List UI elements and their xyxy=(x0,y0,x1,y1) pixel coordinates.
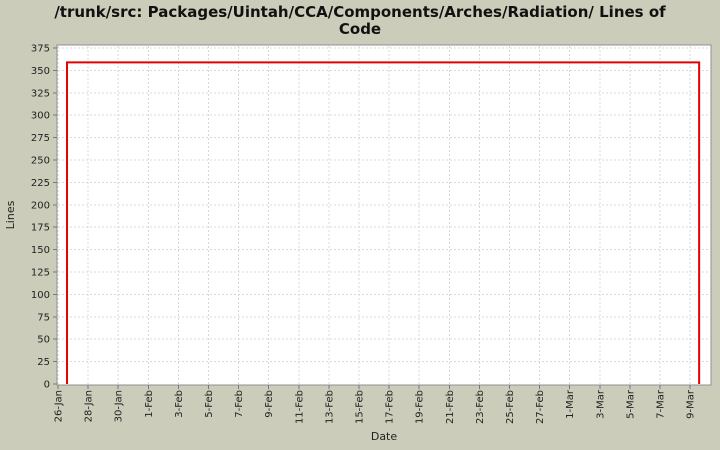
x-tick-label: 28-Jan xyxy=(84,390,95,422)
y-tick-label: 200 xyxy=(31,200,50,211)
y-tick-label: 375 xyxy=(31,44,50,55)
x-tick-label: 13-Feb xyxy=(324,390,335,424)
y-tick-label: 100 xyxy=(31,290,50,301)
y-tick-label: 25 xyxy=(37,357,50,368)
y-tick-label: 275 xyxy=(31,133,50,144)
y-tick-label: 50 xyxy=(37,335,50,346)
y-tick-label: 225 xyxy=(31,178,50,189)
chart-title-line1: /trunk/src: Packages/Uintah/CCA/Componen… xyxy=(54,3,666,21)
chart-title: /trunk/src: Packages/Uintah/CCA/Componen… xyxy=(0,4,720,38)
y-axis-label: Lines xyxy=(4,200,17,229)
series-line-lines-of-code xyxy=(66,61,701,384)
x-tick-label: 3-Feb xyxy=(174,390,185,418)
y-tick-label: 150 xyxy=(31,245,50,256)
y-tick-label: 300 xyxy=(31,111,50,122)
x-tick-label: 21-Feb xyxy=(445,390,456,424)
y-tick-label: 75 xyxy=(37,312,50,323)
y-tick-label: 250 xyxy=(31,156,50,167)
y-tick-label: 175 xyxy=(31,223,50,234)
y-tick-label: 350 xyxy=(31,66,50,77)
x-tick-label: 1-Mar xyxy=(565,389,576,419)
y-tick-label: 325 xyxy=(31,88,50,99)
x-tick-label: 15-Feb xyxy=(355,390,366,424)
x-tick-label: 11-Feb xyxy=(294,390,305,424)
y-tick-label: 125 xyxy=(31,268,50,279)
x-tick-label: 5-Mar xyxy=(625,389,636,419)
x-tick-label: 25-Feb xyxy=(505,390,516,424)
y-tick-label: 0 xyxy=(44,380,50,391)
x-tick-label: 30-Jan xyxy=(114,390,125,422)
x-tick-label: 27-Feb xyxy=(535,390,546,424)
x-tick-label: 7-Mar xyxy=(656,389,667,419)
x-tick-label: 9-Feb xyxy=(264,390,275,418)
plot-area xyxy=(56,44,712,386)
x-tick-label: 26-Jan xyxy=(54,390,65,422)
x-tick-label: 17-Feb xyxy=(385,390,396,424)
chart-title-line2: Code xyxy=(338,20,382,38)
x-axis-label: Date xyxy=(371,430,398,443)
x-tick-label: 23-Feb xyxy=(475,390,486,424)
x-tick-label: 19-Feb xyxy=(415,390,426,424)
x-tick-label: 7-Feb xyxy=(234,390,245,418)
x-tick-label: 3-Mar xyxy=(595,389,606,419)
x-tick-label: 9-Mar xyxy=(686,389,697,419)
x-tick-label: 1-Feb xyxy=(144,390,155,418)
x-tick-label: 5-Feb xyxy=(204,390,215,418)
